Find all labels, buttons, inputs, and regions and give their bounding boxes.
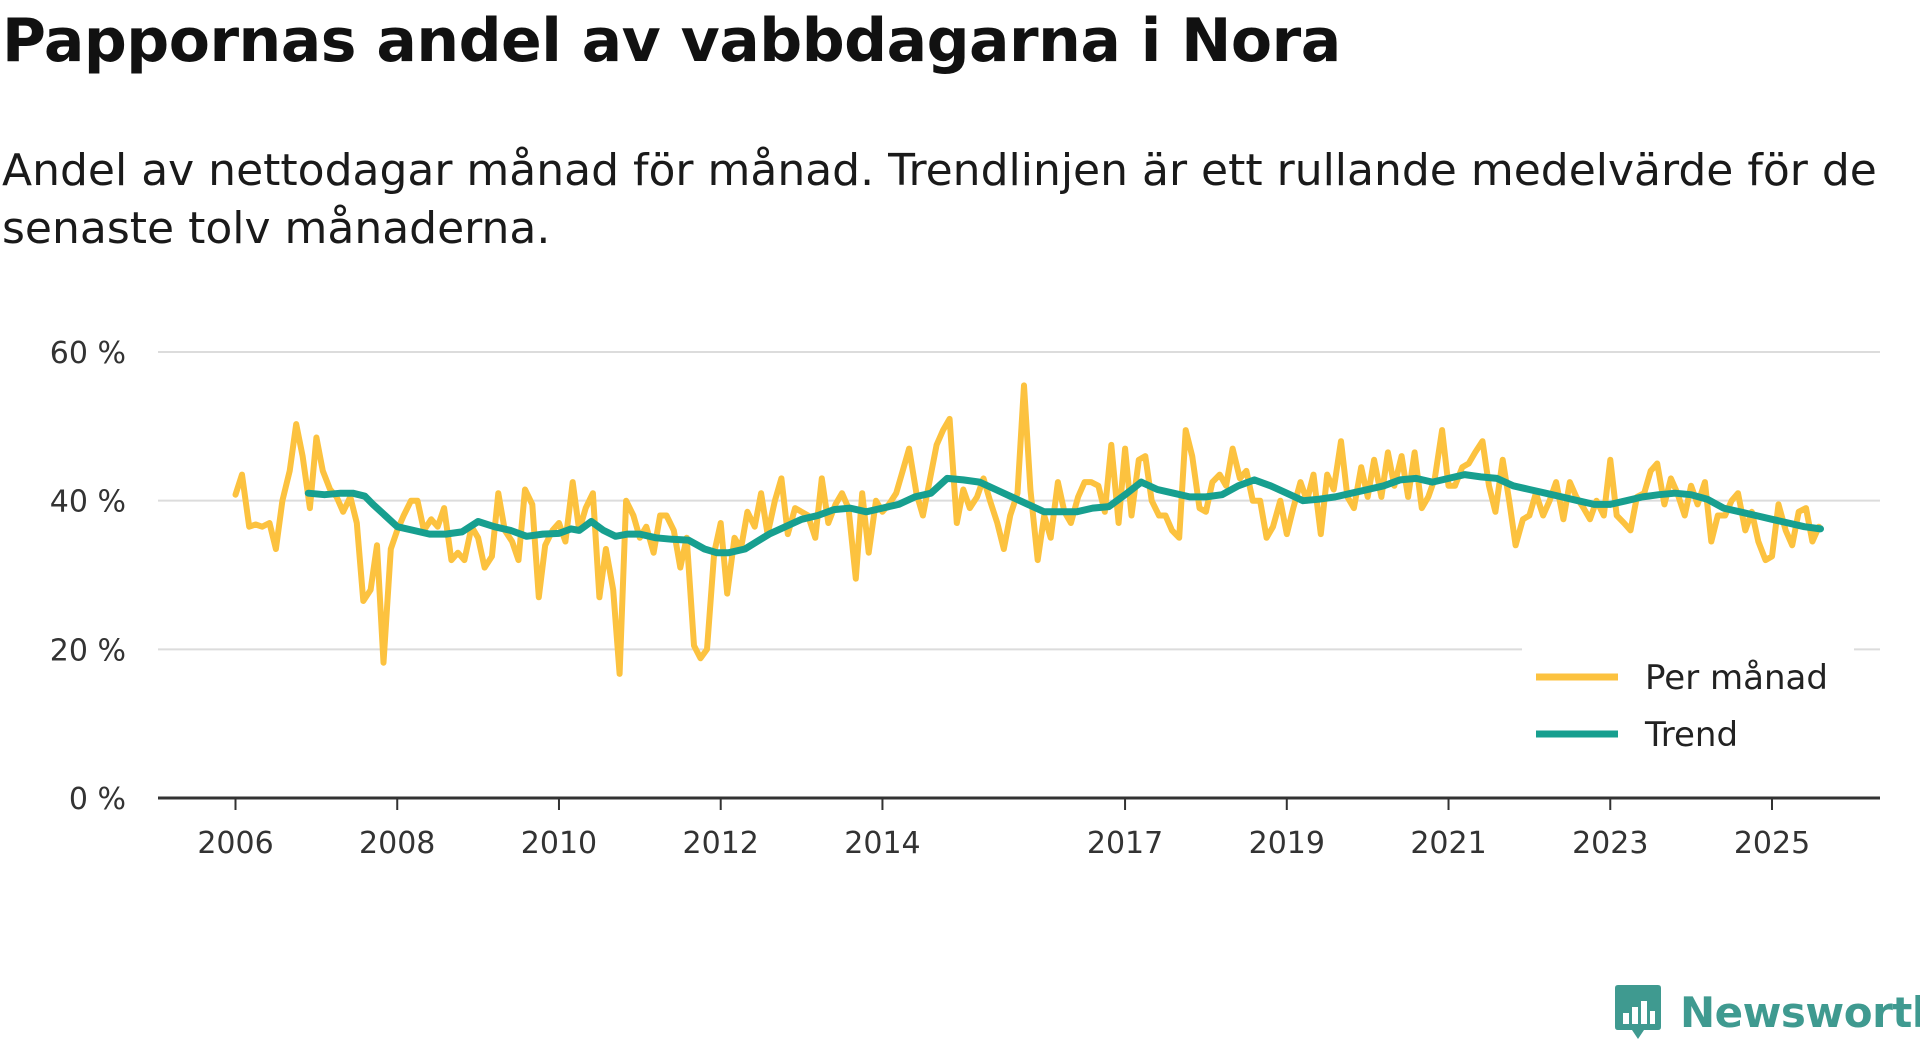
x-tick-label: 2017 bbox=[1087, 826, 1163, 861]
y-tick-label: 20 % bbox=[50, 633, 126, 668]
y-tick-label: 60 % bbox=[50, 336, 126, 371]
newsworthy-logo: Newsworthy bbox=[1614, 983, 1920, 1041]
x-tick-label: 2019 bbox=[1249, 826, 1325, 861]
legend-background bbox=[1522, 648, 1854, 770]
y-tick-label: 0 % bbox=[69, 782, 126, 817]
chart-subtitle: Andel av nettodagar månad för månad. Tre… bbox=[2, 145, 1877, 254]
series-line-trend bbox=[304, 471, 1824, 557]
legend: Per månad Trend bbox=[1522, 648, 1854, 770]
x-tick-label: 2021 bbox=[1410, 826, 1486, 861]
bar-chart-speech-bubble-icon bbox=[1615, 985, 1661, 1039]
x-tick-label: 2006 bbox=[197, 826, 273, 861]
chart-title: Pappornas andel av vabbdagarna i Nora bbox=[2, 6, 1341, 76]
brand-name: Newsworthy bbox=[1680, 987, 1920, 1037]
legend-label: Trend bbox=[1644, 715, 1738, 755]
x-tick-label: 2023 bbox=[1572, 826, 1648, 861]
y-tick-label: 40 % bbox=[50, 485, 126, 520]
x-tick-label: 2025 bbox=[1734, 826, 1810, 861]
x-tick-label: 2012 bbox=[683, 826, 759, 861]
x-tick-label: 2010 bbox=[521, 826, 597, 861]
legend-label: Per månad bbox=[1645, 658, 1828, 698]
x-axis: 2006 2008 2010 2012 2014 2017 2019 2021 2023 2025 bbox=[158, 796, 1880, 861]
x-tick-label: 2014 bbox=[844, 826, 920, 861]
series-line-per-manad bbox=[232, 382, 1822, 677]
x-tick-label: 2008 bbox=[359, 826, 435, 861]
series-group bbox=[232, 382, 1824, 677]
y-axis: 0 % 20 % 40 % 60 % bbox=[50, 336, 126, 817]
